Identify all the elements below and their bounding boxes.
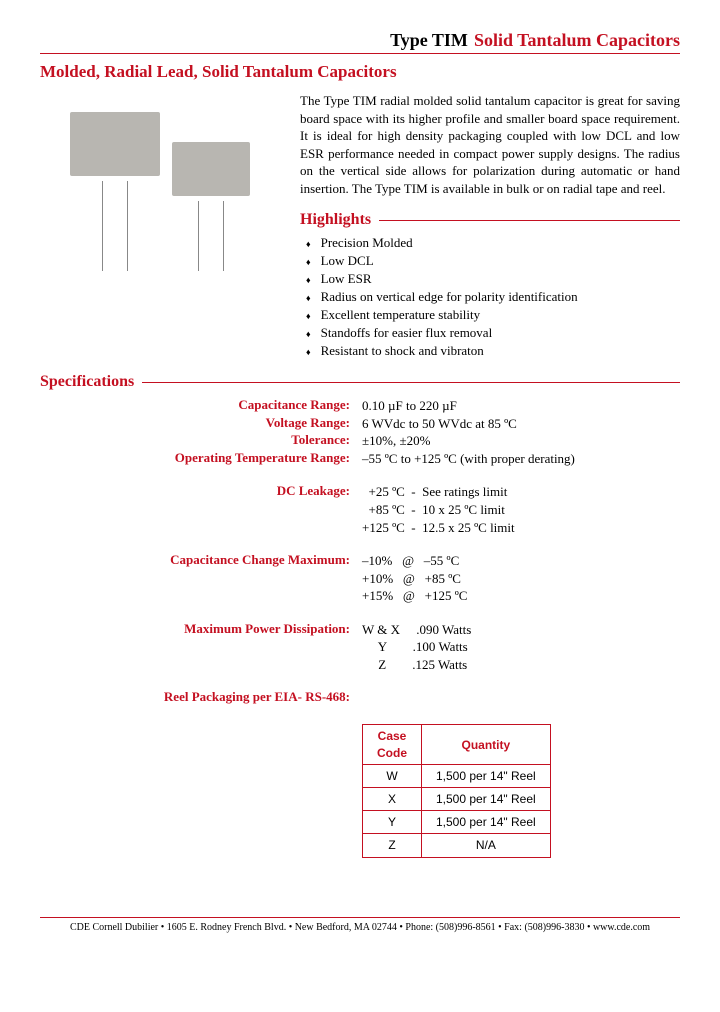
footer: CDE Cornell Dubilier • 1605 E. Rodney Fr… [40, 917, 680, 933]
header: Type TIM Solid Tantalum Capacitors [40, 30, 680, 54]
reel-th: Quantity [422, 725, 551, 764]
highlight-item: Low ESR [306, 271, 680, 287]
header-title: Solid Tantalum Capacitors [474, 30, 680, 51]
reel-td: 1,500 per 14" Reel [422, 811, 551, 834]
header-type: Type TIM [390, 30, 468, 51]
spec-label: DC Leakage: [70, 483, 362, 536]
highlights-list: Precision Molded Low DCL Low ESR Radius … [306, 235, 680, 359]
reel-label: Reel Packaging per EIA- RS-468: [70, 689, 362, 892]
spec-label: Capacitance Range: [70, 397, 362, 415]
reel-td: 1,500 per 14" Reel [422, 764, 551, 787]
highlight-item: Standoffs for easier flux removal [306, 325, 680, 341]
reel-th: Case Code [363, 725, 422, 764]
highlight-item: Low DCL [306, 253, 680, 269]
spec-label: Tolerance: [70, 432, 362, 450]
spec-value: –10% @ –55 ºC +10% @ +85 ºC +15% @ +125 … [362, 552, 680, 605]
spec-label: Voltage Range: [70, 415, 362, 433]
spec-label: Capacitance Change Maximum: [70, 552, 362, 605]
product-image [40, 92, 280, 367]
spec-value: –55 ºC to +125 ºC (with proper derating) [362, 450, 680, 468]
highlights-heading: Highlights [300, 211, 680, 229]
spec-value: 0.10 µF to 220 µF [362, 397, 680, 415]
spec-label: Operating Temperature Range: [70, 450, 362, 468]
spec-value: W & X .090 Watts Y .100 Watts Z .125 Wat… [362, 621, 680, 674]
reel-td: 1,500 per 14" Reel [422, 788, 551, 811]
reel-td: Y [363, 811, 422, 834]
reel-td: W [363, 764, 422, 787]
reel-td: X [363, 788, 422, 811]
reel-table: Case Code Quantity W1,500 per 14" Reel X… [362, 724, 551, 857]
spec-label: Maximum Power Dissipation: [70, 621, 362, 674]
spec-value: 6 WVdc to 50 WVdc at 85 ºC [362, 415, 680, 433]
highlight-item: Radius on vertical edge for polarity ide… [306, 289, 680, 305]
reel-td: N/A [422, 834, 551, 857]
description: The Type TIM radial molded solid tantalu… [300, 92, 680, 197]
highlight-item: Excellent temperature stability [306, 307, 680, 323]
highlight-item: Resistant to shock and vibraton [306, 343, 680, 359]
highlight-item: Precision Molded [306, 235, 680, 251]
spec-value: +25 ºC - See ratings limit +85 ºC - 10 x… [362, 483, 680, 536]
spec-value: ±10%, ±20% [362, 432, 680, 450]
reel-td: Z [363, 834, 422, 857]
specs-heading: Specifications [40, 373, 680, 391]
subtitle: Molded, Radial Lead, Solid Tantalum Capa… [40, 62, 680, 82]
